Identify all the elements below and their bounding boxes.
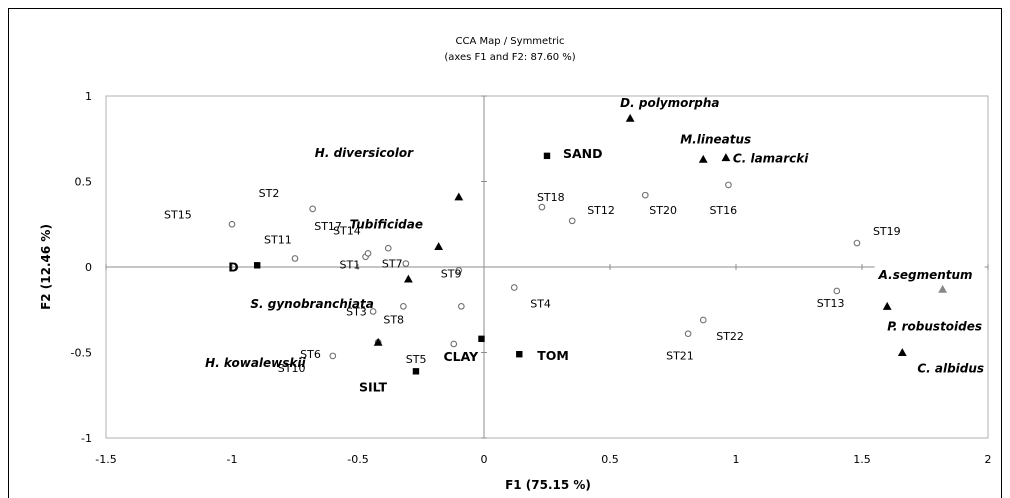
- stations-marker: [364, 249, 372, 257]
- stations-label: ST11: [264, 233, 292, 246]
- stations-label: ST21: [666, 350, 694, 363]
- species-label: H. diversicolor: [315, 146, 414, 160]
- stations-label: ST13: [817, 297, 845, 310]
- stations-marker: [402, 260, 410, 267]
- variables-label: TOM: [537, 348, 569, 363]
- stations-marker: [568, 217, 576, 225]
- species-label: H. kowalewskii: [205, 356, 306, 370]
- x-tick-label: 1.5: [853, 453, 871, 466]
- stations-label: ST16: [709, 204, 737, 217]
- y-tick-label: -1: [81, 432, 92, 445]
- x-axis-title: F1 (75.15 %): [505, 478, 591, 492]
- variables-label: SAND: [563, 146, 603, 161]
- stations-label: ST2: [259, 187, 280, 200]
- stations-label: ST20: [649, 204, 677, 217]
- species-label: P. robustoides: [887, 319, 982, 333]
- x-tick-label: -0.5: [347, 453, 368, 466]
- x-tick-label: 2: [985, 453, 992, 466]
- species-label: Tubificidae: [350, 217, 423, 231]
- point-labels: ST1 ST2 ST3 ST4 ST5 ST6 ST7 ST8 ST9 ST10 ST11 ST12 S…: [164, 96, 985, 394]
- chart-subtitle: (axes F1 and F2: 87.60 %): [444, 52, 575, 63]
- stations-marker: [457, 302, 465, 310]
- stations-label: ST8: [383, 313, 404, 326]
- x-tick-label: -1: [227, 453, 238, 466]
- stations-label: ST22: [716, 330, 744, 343]
- stations-label: ST12: [587, 204, 615, 217]
- stations-marker: [725, 181, 732, 189]
- species-marker: [454, 192, 464, 201]
- species-label: D. polymorpha: [620, 96, 719, 110]
- y-tick-label: 1: [85, 90, 92, 103]
- species-marker: [897, 348, 907, 357]
- stations-label: ST3: [346, 305, 367, 318]
- stations-marker: [684, 330, 692, 338]
- variables-marker: [516, 351, 523, 358]
- x-tick-label: 0.5: [601, 453, 619, 466]
- stations-label: ST5: [406, 353, 427, 366]
- variables-label: CLAY: [443, 349, 479, 364]
- stations-label: ST6: [300, 348, 321, 361]
- y-tick-label: 0: [85, 261, 92, 274]
- stations-marker: [510, 284, 518, 291]
- species-label: M.lineatus: [680, 132, 751, 146]
- species-label: C. albidus: [917, 362, 984, 376]
- variables-marker: [543, 152, 551, 160]
- stations-label: ST17: [314, 220, 342, 233]
- species-label: C. lamarcki: [733, 152, 809, 166]
- stations-marker: [400, 302, 407, 310]
- stations-marker: [369, 308, 377, 315]
- stations-label: ST14: [333, 224, 361, 237]
- x-tick-label: 0: [481, 453, 488, 466]
- stations-marker: [699, 316, 707, 324]
- stations-marker: [853, 239, 861, 247]
- stations-marker: [329, 352, 337, 360]
- variables-label: D: [228, 259, 238, 274]
- chart-frame: [8, 8, 1002, 498]
- species-marker: [434, 242, 444, 250]
- axes: -1.5 -1 -0.5 0 0.5 1 1.5 210.50-0.5-1: [71, 90, 992, 466]
- data-points: [228, 113, 948, 375]
- stations-marker: [833, 287, 841, 295]
- stations-label: ST9: [441, 267, 462, 280]
- x-tick-label: -1.5: [95, 453, 116, 466]
- stations-marker: [309, 205, 316, 213]
- x-tick-label: 1: [733, 453, 740, 466]
- species-marker: [625, 113, 635, 122]
- stations-marker: [450, 340, 458, 348]
- chart-title: CCA Map / Symmetric: [455, 36, 564, 47]
- stations-marker: [291, 255, 299, 262]
- stations-label: ST7: [382, 258, 403, 271]
- y-tick-label: 0.5: [75, 176, 93, 189]
- stations-marker: [384, 244, 392, 252]
- stations-label: ST15: [164, 208, 192, 221]
- variables-marker: [254, 262, 261, 269]
- stations-marker: [455, 267, 463, 274]
- variables-label: SILT: [359, 379, 388, 394]
- stations-marker: [228, 220, 236, 228]
- stations-label: ST19: [873, 225, 901, 238]
- stations-marker: [538, 203, 546, 211]
- species-marker: [698, 154, 708, 163]
- y-tick-label: -0.5: [71, 347, 92, 360]
- stations-label: ST1: [340, 259, 361, 272]
- stations-marker: [641, 191, 649, 199]
- label-backing: [874, 266, 985, 283]
- species-marker: [721, 153, 731, 162]
- species-marker: [373, 337, 383, 346]
- variables-marker: [412, 368, 420, 375]
- stations-label: ST4: [530, 298, 551, 311]
- stations-label: ST18: [537, 191, 565, 204]
- y-axis-title: F2 (12.46 %): [39, 224, 53, 310]
- stations-label: ST10: [278, 362, 306, 375]
- species-marker: [938, 284, 948, 293]
- species-label: S. gynobranchiata: [250, 297, 373, 311]
- species-marker: [882, 301, 892, 310]
- variables-marker: [478, 335, 485, 343]
- species-label: A.segmentum: [878, 268, 973, 282]
- species-marker: [404, 274, 413, 283]
